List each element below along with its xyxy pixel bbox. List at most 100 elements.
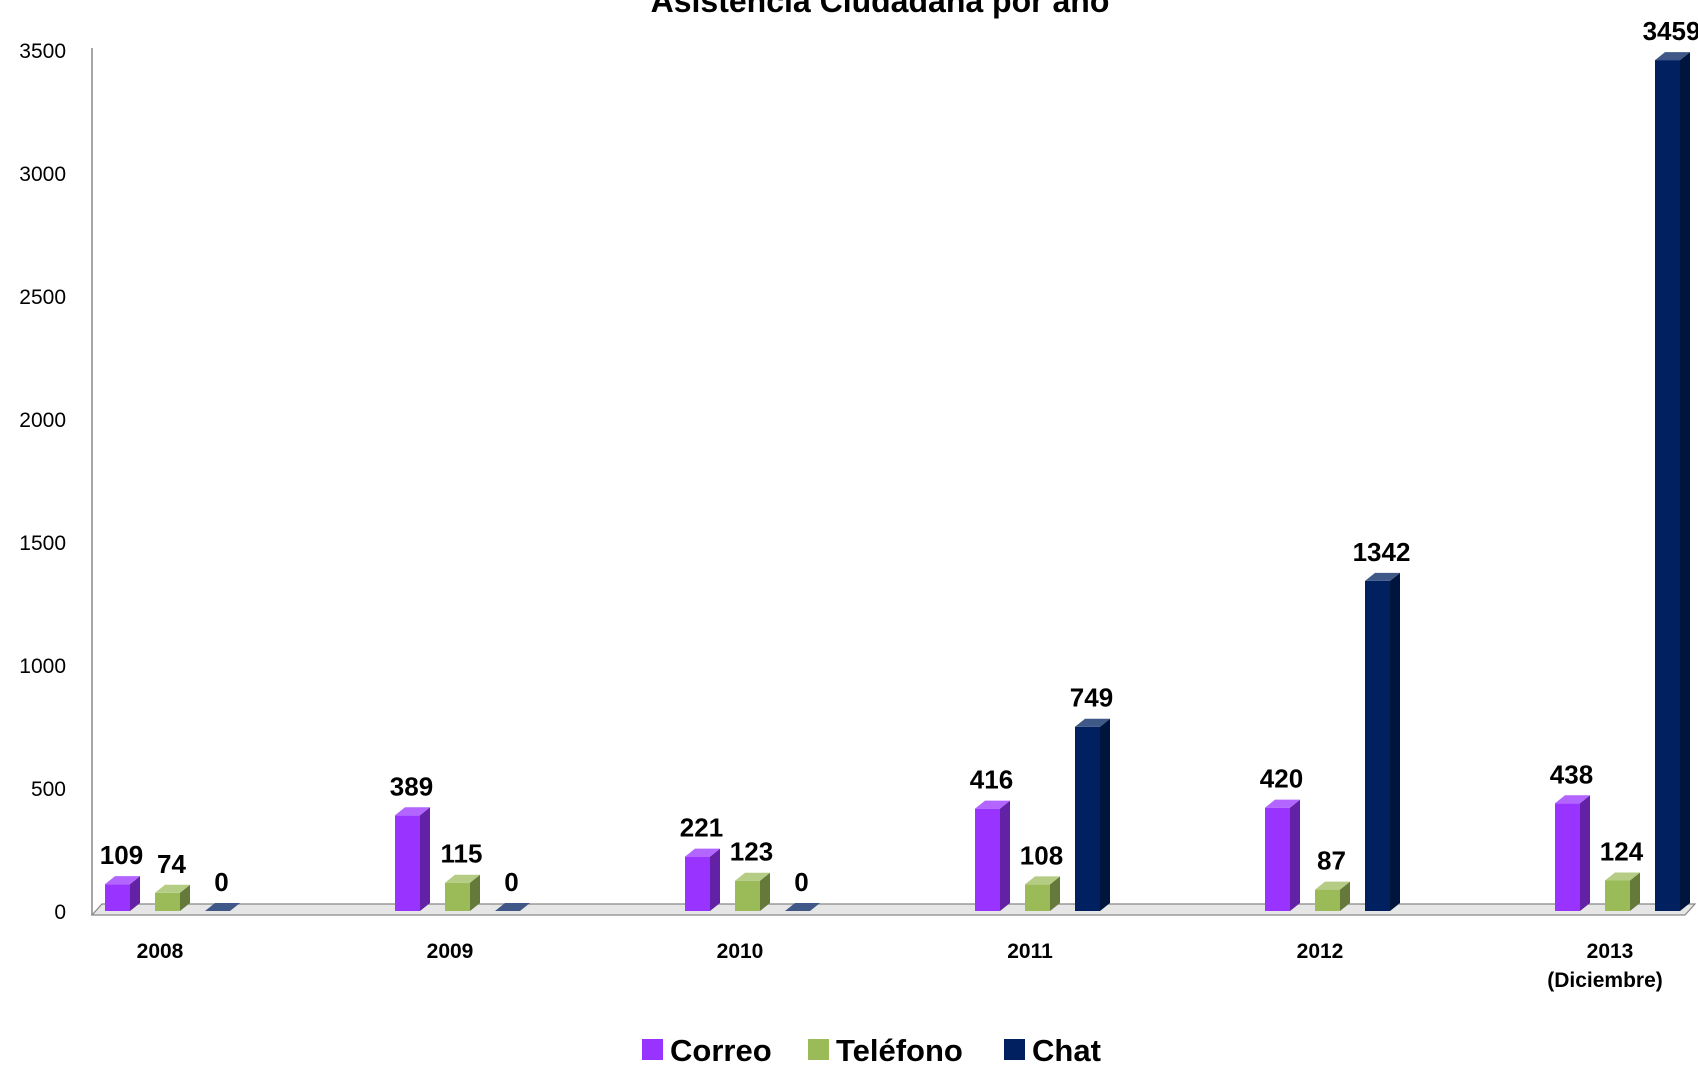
data-label: 115: [441, 839, 483, 869]
legend-item-chat: Chat: [1004, 1033, 1101, 1068]
y-tick-label: 1500: [19, 532, 66, 555]
bar-front: [395, 815, 420, 911]
x-tick-label: (Diciembre): [1547, 969, 1663, 992]
bar-teléfono-2010: [735, 872, 770, 911]
legend-item-correo: Correo: [642, 1033, 772, 1068]
chart-floor: [90, 903, 1697, 916]
bar-chat-2013: [1655, 52, 1690, 911]
bar-side: [1290, 799, 1300, 911]
bar-front: [445, 882, 470, 911]
legend-swatch: [808, 1039, 829, 1060]
bar-top: [105, 876, 140, 885]
bar-correo-2011: [975, 800, 1010, 911]
bar-top: [1655, 52, 1690, 61]
data-label: 0: [794, 867, 808, 897]
bar-side: [1580, 795, 1590, 911]
bar-top: [1555, 795, 1590, 804]
bar-side: [710, 848, 720, 911]
bar-top: [205, 903, 240, 911]
bar-teléfono-2013: [1605, 872, 1640, 911]
bar-top: [395, 807, 430, 816]
bar-teléfono-2009: [445, 874, 480, 911]
y-tick-label: 2000: [19, 409, 66, 432]
bar-chat-2010: [785, 903, 820, 911]
data-label: 221: [680, 813, 723, 843]
bar-side: [1100, 718, 1110, 911]
legend-label: Chat: [1032, 1033, 1101, 1063]
bar-side: [470, 874, 480, 911]
data-label: 416: [970, 765, 1013, 795]
data-label: 749: [1070, 683, 1113, 713]
bar-top: [1265, 799, 1300, 808]
x-tick-label: 2010: [717, 940, 764, 963]
bar-teléfono-2012: [1315, 881, 1350, 911]
data-label: 0: [214, 867, 228, 897]
y-tick-label: 1000: [19, 655, 66, 678]
bar-side: [180, 884, 190, 911]
bar-top: [445, 874, 480, 883]
data-label: 123: [730, 837, 773, 867]
x-tick-label: 2012: [1297, 940, 1344, 963]
bar-side: [1630, 872, 1640, 911]
y-tick-label: 3500: [19, 40, 66, 63]
legend-item-teléfono: Teléfono: [808, 1033, 963, 1068]
bar-teléfono-2008: [155, 884, 190, 911]
bar-front: [685, 856, 710, 911]
bar-top: [975, 800, 1010, 809]
x-tick-label: 2009: [427, 940, 474, 963]
legend-label: Teléfono: [836, 1033, 963, 1063]
bar-front: [1025, 884, 1050, 911]
y-tick-label: 2500: [19, 286, 66, 309]
legend-label: Correo: [670, 1033, 772, 1063]
bar-top: [1075, 718, 1110, 727]
bar-top: [1315, 881, 1350, 890]
bar-side: [1680, 52, 1690, 911]
x-tick-label: 2011: [1007, 940, 1053, 963]
bar-correo-2012: [1265, 799, 1300, 911]
x-tick-label: 2013: [1587, 940, 1634, 963]
bar-chat-2009: [495, 903, 530, 911]
chart-title: Asistencia Ciudadana por año: [651, 0, 1110, 19]
bar-front: [735, 880, 760, 911]
bar-front: [1555, 803, 1580, 911]
bar-top: [495, 903, 530, 911]
data-label: 87: [1317, 846, 1346, 876]
data-label: 420: [1260, 764, 1303, 794]
data-label: 109: [100, 840, 143, 870]
x-tick-label: 2008: [137, 940, 184, 963]
data-label: 0: [504, 867, 518, 897]
bar-top: [1365, 572, 1400, 581]
bar-front: [155, 892, 180, 911]
data-label: 438: [1550, 759, 1593, 789]
bar-front: [1075, 726, 1100, 911]
bar-top: [735, 872, 770, 881]
legend-swatch: [642, 1039, 663, 1060]
bar-correo-2010: [685, 848, 720, 911]
legend-swatch: [1004, 1039, 1025, 1060]
bar-front: [1605, 880, 1630, 911]
data-label: 3459: [1643, 16, 1698, 46]
bar-front: [1265, 807, 1290, 911]
bar-front: [1365, 580, 1390, 911]
data-label: 124: [1600, 836, 1644, 866]
bar-front: [1315, 889, 1340, 911]
bar-top: [1025, 876, 1060, 885]
bar-side: [130, 876, 140, 911]
bar-side: [1050, 876, 1060, 911]
data-label: 1342: [1353, 537, 1411, 567]
bar-correo-2009: [395, 807, 430, 911]
bar-chat-2008: [205, 903, 240, 911]
bar-side: [1340, 881, 1350, 911]
bar-top: [785, 903, 820, 911]
bar-top: [1605, 872, 1640, 881]
y-tick-label: 0: [54, 901, 66, 924]
bar-correo-2008: [105, 876, 140, 911]
bar-side: [760, 872, 770, 911]
y-tick-label: 500: [31, 778, 66, 801]
bar-chat-2011: [1075, 718, 1110, 911]
bar-front: [1655, 60, 1680, 911]
bar-side: [420, 807, 430, 911]
data-label: 108: [1020, 840, 1063, 870]
y-tick-label: 3000: [19, 163, 66, 186]
